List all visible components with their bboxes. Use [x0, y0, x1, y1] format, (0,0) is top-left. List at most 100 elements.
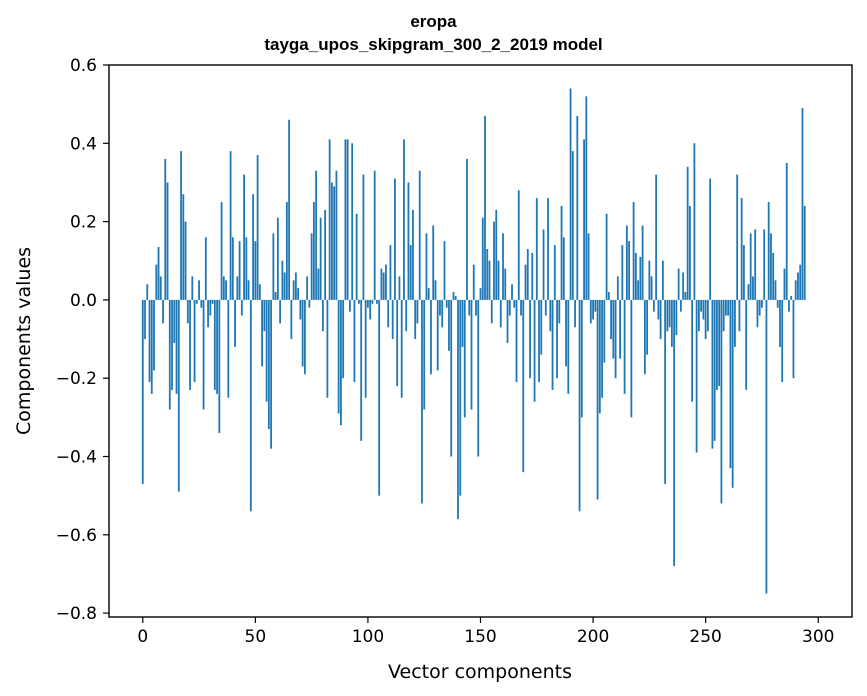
bar-13	[171, 299, 173, 390]
bar-215	[625, 225, 628, 300]
bar-264	[736, 174, 739, 300]
bar-132	[439, 299, 441, 316]
bar-158	[497, 260, 500, 300]
bar-31	[211, 299, 214, 304]
bar-248	[700, 299, 703, 312]
bar-203	[598, 299, 601, 414]
bar-105	[378, 299, 381, 496]
bar-67	[292, 280, 295, 300]
bar-278	[767, 202, 770, 300]
bar-99	[364, 299, 367, 398]
bar-37	[225, 280, 227, 300]
bar-21	[189, 299, 191, 390]
bar-218	[632, 202, 635, 300]
y-tick-label: −0.6	[56, 526, 97, 546]
bar-243	[688, 205, 691, 300]
bar-254	[713, 299, 716, 441]
bar-88	[340, 299, 342, 426]
bar-176	[538, 299, 540, 383]
bar-206	[605, 213, 608, 300]
bar-183	[553, 245, 556, 300]
bar-157	[495, 209, 498, 300]
bar-200	[592, 299, 594, 320]
bar-0	[141, 299, 144, 484]
bar-189	[567, 299, 570, 394]
bar-160	[502, 233, 504, 300]
bar-225	[648, 260, 651, 300]
bar-60	[276, 217, 279, 300]
bar-148	[475, 299, 477, 316]
bar-23	[193, 299, 196, 383]
bar-73	[306, 276, 309, 300]
bar-119	[409, 245, 412, 300]
bar-118	[407, 182, 410, 300]
bar-33	[216, 299, 218, 394]
bar-179	[544, 299, 547, 316]
bar-135	[445, 299, 448, 308]
bar-217	[630, 299, 633, 418]
bar-193	[576, 115, 579, 300]
bar-45	[243, 174, 245, 300]
bar-20	[186, 299, 189, 324]
x-tick-label: 300	[802, 627, 834, 647]
bar-69	[297, 288, 300, 300]
bar-182	[551, 299, 554, 390]
bar-184	[556, 299, 558, 379]
bar-39	[229, 151, 232, 300]
bar-281	[774, 280, 777, 300]
bar-247	[698, 299, 700, 332]
bar-38	[227, 299, 230, 398]
bar-25	[198, 280, 200, 300]
bar-204	[601, 299, 603, 398]
bar-273	[756, 299, 759, 328]
bar-52	[258, 284, 261, 300]
bar-9	[162, 299, 164, 324]
bar-6	[155, 264, 158, 300]
bar-53	[261, 299, 263, 367]
bar-216	[628, 241, 630, 300]
bar-283	[779, 299, 781, 347]
bar-95	[355, 213, 358, 300]
bar-220	[637, 280, 640, 300]
bar-19	[184, 221, 187, 300]
bar-129	[432, 225, 435, 300]
bar-115	[400, 299, 403, 398]
bar-18	[182, 194, 185, 300]
bar-272	[754, 229, 757, 300]
bar-211	[616, 276, 619, 300]
bar-202	[596, 299, 599, 500]
chart-title: eropa	[410, 12, 457, 31]
bar-91	[346, 139, 349, 300]
bar-268	[745, 299, 748, 390]
bar-94	[353, 299, 356, 383]
bar-112	[394, 178, 396, 300]
bar-62	[281, 260, 284, 300]
bar-174	[533, 299, 536, 402]
bar-235	[670, 299, 673, 347]
bar-2	[146, 284, 149, 300]
bar-170	[524, 264, 527, 300]
bar-57	[270, 299, 273, 449]
bar-11	[166, 182, 169, 300]
bar-274	[758, 299, 761, 316]
bar-114	[398, 276, 401, 300]
bar-266	[740, 198, 743, 300]
bar-93	[351, 143, 354, 300]
bar-168	[520, 299, 522, 316]
bar-138	[452, 292, 455, 300]
bar-154	[488, 260, 491, 300]
bar-270	[749, 233, 752, 300]
bar-5	[153, 299, 155, 371]
bar-117	[405, 299, 408, 332]
bar-34	[218, 299, 221, 433]
bars-group	[141, 88, 806, 594]
bar-22	[191, 276, 194, 300]
bar-83	[328, 139, 331, 300]
bar-49	[252, 194, 254, 300]
bar-124	[421, 299, 423, 504]
bar-261	[729, 299, 732, 469]
bar-223	[643, 299, 646, 375]
bar-221	[639, 256, 642, 300]
bar-130	[434, 280, 437, 300]
bar-238	[677, 268, 680, 300]
